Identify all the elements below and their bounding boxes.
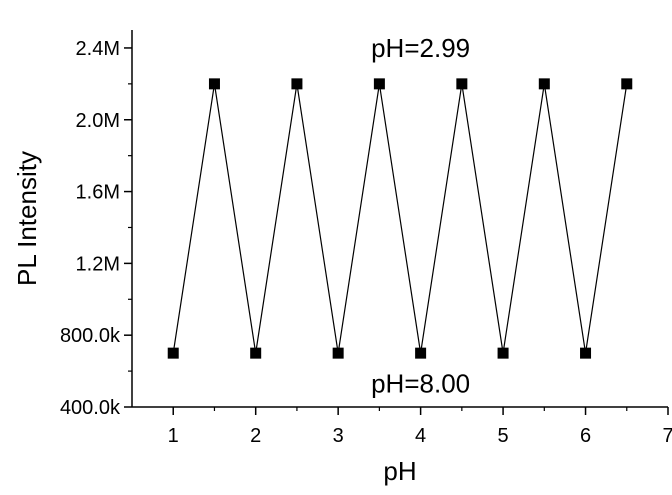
- data-point-marker: [373, 78, 385, 90]
- y-tick-label: 1.2M: [76, 253, 120, 275]
- x-tick-label: 6: [580, 425, 591, 447]
- data-point-marker: [208, 78, 220, 90]
- y-tick-label: 2.0M: [76, 110, 120, 132]
- y-tick-label: 800.0k: [60, 325, 121, 347]
- data-point-marker: [497, 347, 509, 359]
- data-point-marker: [538, 78, 550, 90]
- x-tick-label: 5: [498, 425, 509, 447]
- tick-labels: 1 2 3 4 5 6 7 400.0k 800.0k 1.2M 1.6M 2.0M 2.4M: [60, 38, 672, 447]
- annotation-label: pH=8.00: [371, 369, 470, 399]
- annotation-label: pH=2.99: [371, 33, 470, 63]
- y-axis-title: PL Intensity: [12, 151, 42, 286]
- y-tick-label: 400.0k: [60, 397, 121, 419]
- x-tick-label: 7: [662, 425, 672, 447]
- data-point-marker: [415, 347, 427, 359]
- data-point-marker: [456, 78, 468, 90]
- y-tick-label: 2.4M: [76, 38, 120, 60]
- series: [167, 78, 633, 359]
- x-tick-label: 1: [168, 425, 179, 447]
- y-tick-label: 1.6M: [76, 182, 120, 204]
- data-point-marker: [291, 78, 303, 90]
- data-point-marker: [250, 347, 262, 359]
- x-tick-label: 4: [415, 425, 426, 447]
- data-point-marker: [167, 347, 179, 359]
- ticks: [124, 47, 669, 415]
- data-point-marker: [332, 347, 344, 359]
- x-tick-label: 2: [250, 425, 261, 447]
- axes: [131, 30, 668, 408]
- x-tick-label: 3: [333, 425, 344, 447]
- series-line: [172, 83, 628, 354]
- data-point-marker: [621, 78, 633, 90]
- annotations: pH=2.99 pH=8.00: [371, 33, 470, 399]
- data-point-marker: [580, 347, 592, 359]
- x-axis-title: pH: [383, 456, 416, 486]
